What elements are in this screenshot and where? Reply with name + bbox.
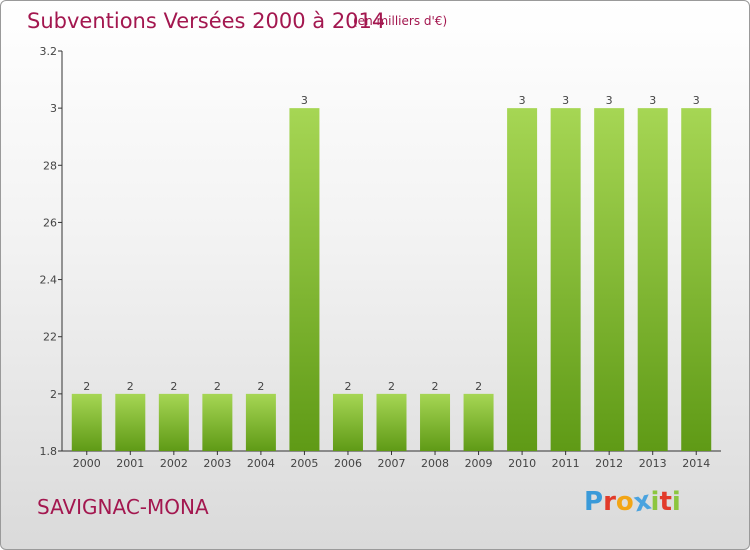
chart-title: Subventions Versées 2000 à 2014 (27, 9, 386, 33)
bar-value-label: 2 (344, 380, 351, 393)
y-tick-label: 22 (43, 331, 57, 344)
logo-letter: t (659, 487, 672, 517)
chart-subtitle: (en milliers d'€) (353, 14, 448, 28)
bar-value-label: 2 (83, 380, 90, 393)
y-tick-label: 3 (50, 102, 57, 115)
x-tick-label: 2012 (595, 457, 623, 470)
y-tick-label: 2.4 (40, 274, 58, 287)
bar (420, 393, 451, 451)
bar (289, 108, 320, 452)
bar (202, 393, 233, 451)
bar-value-label: 2 (388, 380, 395, 393)
y-tick-label: 3.2 (40, 45, 58, 58)
bar-value-label: 3 (693, 94, 700, 107)
x-tick-label: 2005 (290, 457, 318, 470)
bar (637, 108, 668, 452)
bar-value-label: 3 (649, 94, 656, 107)
bar-value-label: 2 (432, 380, 439, 393)
x-tick-label: 2001 (116, 457, 144, 470)
x-tick-label: 2004 (247, 457, 275, 470)
bar (115, 393, 146, 451)
logo-letter: i (650, 487, 660, 517)
commune-name: SAVIGNAC-MONA (37, 495, 209, 519)
x-tick-label: 2002 (160, 457, 188, 470)
x-tick-label: 2007 (378, 457, 406, 470)
bar (463, 393, 494, 451)
x-tick-label: 2003 (203, 457, 231, 470)
y-tick-label: 28 (43, 159, 57, 172)
bar-value-label: 3 (519, 94, 526, 107)
logo-letter: P (584, 487, 604, 517)
bar-value-label: 3 (606, 94, 613, 107)
bar (376, 393, 407, 451)
x-tick-label: 2014 (682, 457, 710, 470)
proxiti-logo[interactable]: Proxiti (584, 486, 681, 519)
bar (550, 108, 581, 452)
x-tick-label: 2011 (552, 457, 580, 470)
bar-value-label: 3 (301, 94, 308, 107)
bar-value-label: 2 (475, 380, 482, 393)
bar-value-label: 2 (214, 380, 221, 393)
bar-value-label: 3 (562, 94, 569, 107)
bar (245, 393, 276, 451)
x-tick-label: 2010 (508, 457, 536, 470)
x-tick-label: 2008 (421, 457, 449, 470)
y-tick-label: 1.8 (40, 445, 58, 458)
y-tick-label: 2 (50, 388, 57, 401)
x-tick-label: 2009 (465, 457, 493, 470)
x-tick-label: 2006 (334, 457, 362, 470)
logo-letter: r (603, 487, 616, 517)
logo-letter: o (615, 487, 634, 517)
bar-value-label: 2 (170, 380, 177, 393)
bar-value-label: 2 (127, 380, 134, 393)
bar (594, 108, 625, 452)
y-tick-label: 26 (43, 216, 57, 229)
bar (71, 393, 102, 451)
x-tick-label: 2000 (73, 457, 101, 470)
x-tick-label: 2013 (639, 457, 667, 470)
bar (681, 108, 712, 452)
logo-letter: i (671, 487, 681, 517)
bar-value-label: 2 (257, 380, 264, 393)
bar (507, 108, 538, 452)
bar (158, 393, 189, 451)
bar (332, 393, 363, 451)
